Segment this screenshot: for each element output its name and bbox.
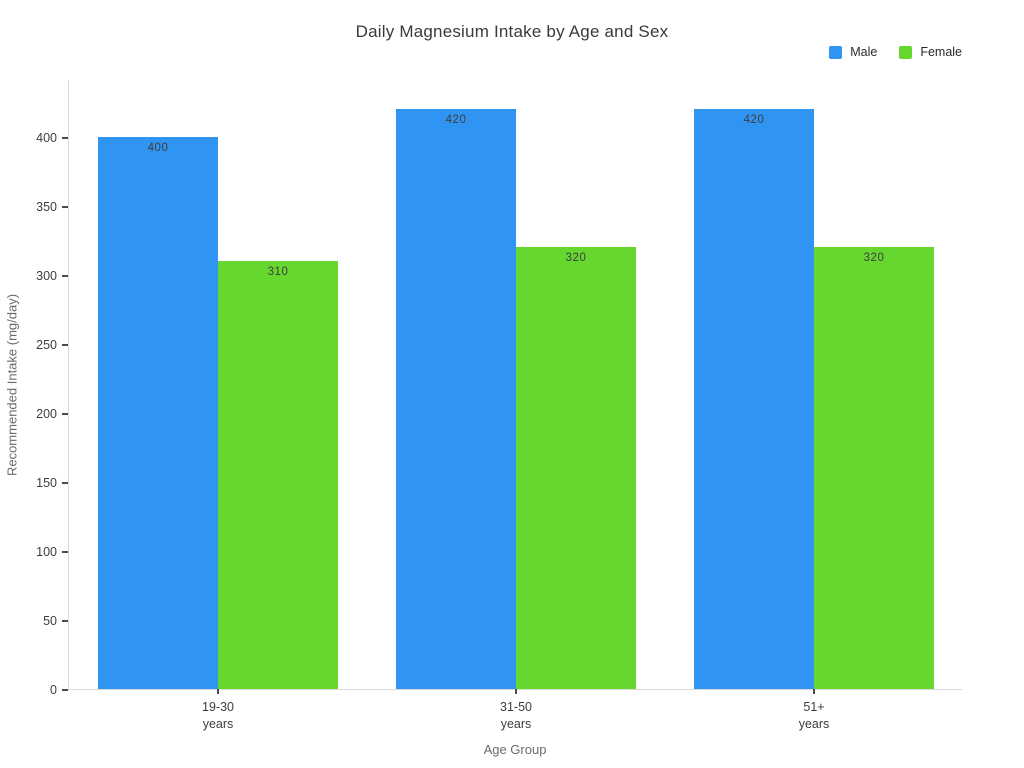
chart-title: Daily Magnesium Intake by Age and Sex [355, 22, 669, 41]
bar-value-label: 310 [267, 266, 289, 279]
x-tick-mark [515, 689, 517, 694]
plot-area: 0 50 100 150 200 250 300 350 400 400 310 19-30 year… [36, 80, 962, 731]
y-tick-label: 0 [50, 683, 57, 697]
bar-female-1: 320 [516, 247, 636, 689]
legend: Male Female [829, 45, 962, 59]
y-tick-mark [61, 481, 68, 484]
bar-value-label: 320 [565, 252, 587, 265]
x-tick-mark [813, 689, 815, 694]
y-tick-label: 300 [36, 268, 57, 283]
legend-label: Male [850, 45, 878, 59]
x-tick-label: 19-30 years [202, 700, 234, 731]
legend-swatch-male [829, 45, 843, 59]
y-tick-label: 100 [36, 544, 57, 559]
y-tick-mark [61, 619, 68, 622]
y-tick-mark [61, 412, 68, 415]
x-axis-title: Age Group [483, 742, 547, 757]
bar-value-label: 420 [445, 114, 467, 127]
bar-male-2: 420 [694, 109, 814, 689]
y-axis-title: Recommended Intake (mg/day) [4, 293, 20, 477]
y-tick-mark [61, 205, 68, 208]
y-tick-mark [61, 136, 68, 139]
bar-male-0: 400 [98, 136, 218, 689]
y-tick-label: 350 [36, 199, 57, 214]
y-tick-label: 50 [43, 613, 57, 628]
y-tick-label: 150 [36, 475, 57, 490]
x-tick-label: 51+ years [798, 700, 830, 731]
y-tick-mark [61, 689, 68, 691]
legend-item-male[interactable]: Male [829, 45, 877, 59]
bar-male-1: 420 [396, 109, 516, 689]
y-tick-mark [61, 343, 68, 346]
legend-swatch-female [899, 45, 913, 59]
y-tick-mark [61, 550, 68, 553]
y-tick-label: 400 [36, 130, 57, 145]
bar-female-2: 320 [814, 247, 934, 689]
x-tick-label: 31-50 years [500, 700, 532, 731]
bar-female-0: 310 [218, 261, 338, 689]
bar-value-label: 400 [147, 141, 169, 154]
legend-label: Female [920, 45, 962, 59]
y-tick-label: 250 [36, 337, 57, 352]
y-tick-label: 200 [36, 406, 57, 421]
legend-item-female[interactable]: Female [899, 45, 962, 59]
bar-value-label: 420 [743, 114, 765, 127]
x-tick-mark [217, 689, 219, 694]
y-tick-mark [61, 274, 68, 277]
bar-value-label: 320 [863, 252, 885, 265]
